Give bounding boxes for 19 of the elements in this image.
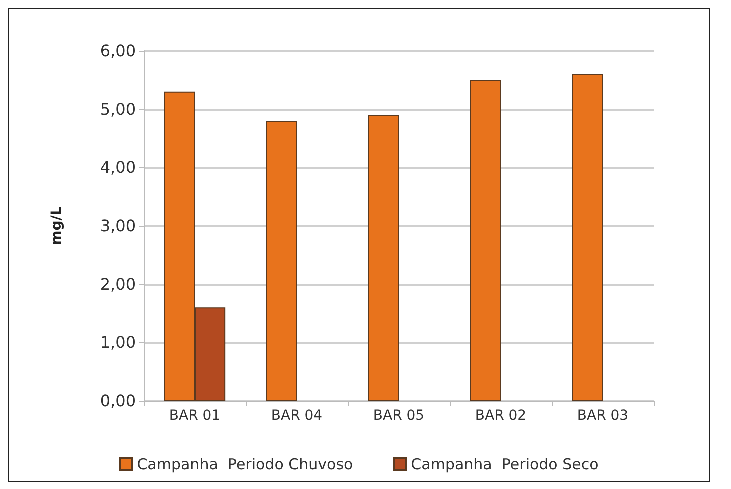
x-tick-label: BAR 02: [475, 408, 527, 424]
bar: [572, 74, 603, 401]
y-tick-label: 6,00: [100, 42, 136, 60]
y-tick-label: 0,00: [100, 392, 136, 410]
bar: [368, 115, 399, 401]
legend-label: Campanha Periodo Seco: [411, 456, 599, 474]
bar: [470, 80, 501, 401]
y-tick-label: 1,00: [100, 333, 136, 352]
x-tick-label: BAR 03: [577, 408, 629, 424]
x-tick-label: BAR 01: [169, 408, 221, 424]
x-tick-label: BAR 04: [271, 408, 323, 424]
y-axis-title: mg/L: [49, 206, 65, 246]
y-tick-label: 5,00: [100, 100, 136, 119]
legend-label: Campanha Periodo Chuvoso: [137, 456, 354, 474]
y-tick-label: 2,00: [100, 274, 136, 294]
y-tick-label: 4,00: [100, 158, 136, 178]
bar: [266, 121, 297, 401]
x-tick-label: BAR 05: [373, 408, 425, 424]
y-tick-label: 3,00: [100, 216, 136, 236]
